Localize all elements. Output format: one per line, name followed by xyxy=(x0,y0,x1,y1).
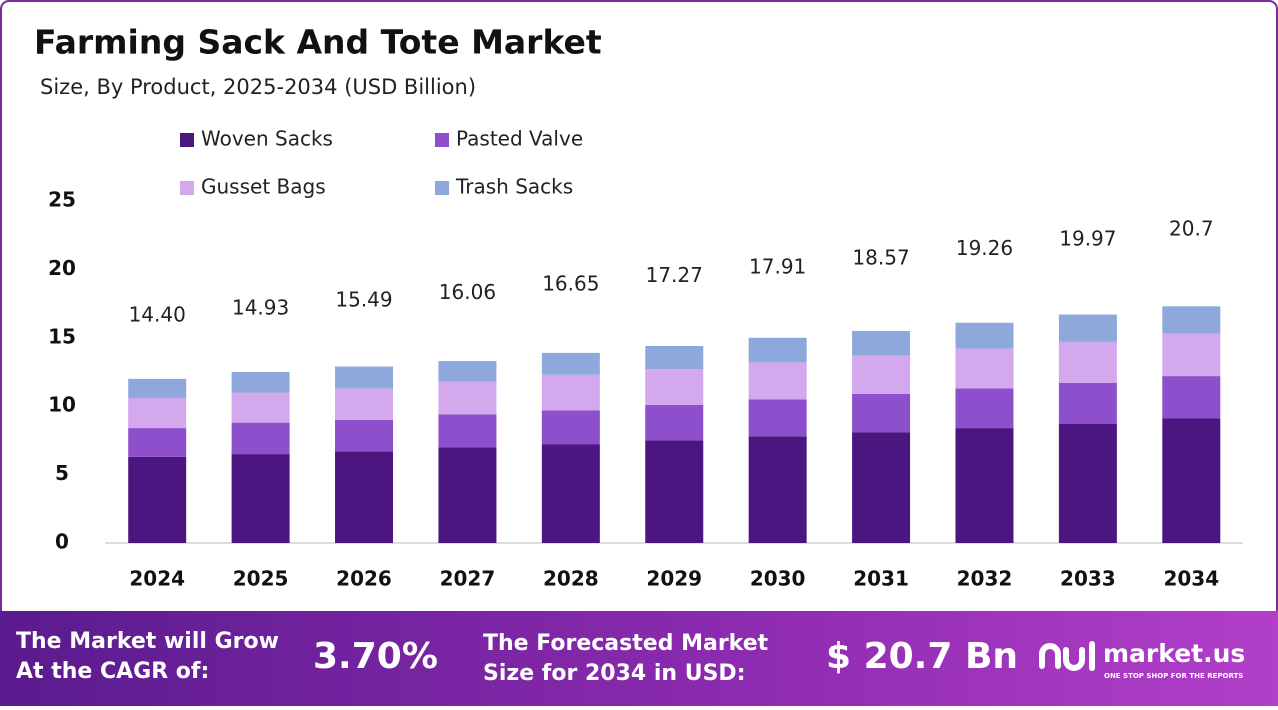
bar-segment xyxy=(852,432,911,543)
legend-label: Trash Sacks xyxy=(455,175,573,199)
total-label: 15.49 xyxy=(335,288,392,312)
bar-segment xyxy=(955,322,1014,349)
legend-swatch xyxy=(180,133,194,147)
x-tick-label: 2033 xyxy=(1060,567,1116,591)
total-label: 19.26 xyxy=(956,236,1013,260)
bar-segment xyxy=(1058,423,1117,543)
bar-segment xyxy=(335,451,394,543)
legend-label: Gusset Bags xyxy=(201,175,326,199)
x-tick-label: 2027 xyxy=(440,567,496,591)
total-label: 16.65 xyxy=(542,272,599,296)
x-tick-label: 2024 xyxy=(129,567,185,591)
y-tick-label: 15 xyxy=(48,324,76,348)
bar-segment xyxy=(541,352,600,375)
total-label: 19.97 xyxy=(1059,226,1116,250)
bar-segment xyxy=(541,410,600,445)
x-tick-label: 2034 xyxy=(1163,567,1219,591)
y-tick-label: 0 xyxy=(55,530,69,554)
bar-segment xyxy=(231,454,290,543)
bar-segment xyxy=(955,348,1014,389)
footer: The Market will Grow At the CAGR of: 3.7… xyxy=(0,611,1278,706)
bar-segment xyxy=(645,369,704,405)
x-tick-label: 2025 xyxy=(233,567,289,591)
bar-segment xyxy=(335,388,394,420)
x-tick-label: 2032 xyxy=(957,567,1013,591)
tagline: ONE STOP SHOP FOR THE REPORTS xyxy=(1104,672,1243,680)
legend-swatch xyxy=(435,181,449,195)
bar-segment xyxy=(955,388,1014,429)
bar-segment xyxy=(128,428,187,457)
bar-segment xyxy=(1058,382,1117,424)
bar-segment xyxy=(438,381,497,415)
bar-segment xyxy=(748,362,807,400)
x-tick-label: 2028 xyxy=(543,567,599,591)
bar-segment xyxy=(748,337,807,363)
bar-segment xyxy=(748,399,807,437)
legend-label: Woven Sacks xyxy=(201,127,333,151)
bar-segment xyxy=(438,361,497,382)
forecast-text: Size for 2034 in USD: xyxy=(483,661,746,686)
total-label: 16.06 xyxy=(439,280,496,304)
total-label: 14.40 xyxy=(129,303,186,327)
bar-segment xyxy=(128,397,187,429)
x-tick-label: 2026 xyxy=(336,567,392,591)
legend-label: Pasted Valve xyxy=(456,127,583,151)
bar-segment xyxy=(1162,333,1221,377)
bar-segment xyxy=(645,404,704,441)
bar-segment xyxy=(645,440,704,543)
total-label: 14.93 xyxy=(232,295,289,319)
x-tick-label: 2029 xyxy=(646,567,702,591)
cagr-text: The Market will Grow xyxy=(16,629,279,654)
legend-swatch xyxy=(180,181,194,195)
bar-segment xyxy=(128,456,187,543)
bar-segment xyxy=(1058,341,1117,383)
bar-segment xyxy=(128,378,187,398)
bar-segment xyxy=(231,372,290,393)
bar-segment xyxy=(335,419,394,452)
bar-segment xyxy=(955,428,1014,543)
forecast-value: $ 20.7 Bn xyxy=(826,636,1018,677)
brand: market.us xyxy=(1103,639,1245,668)
y-tick-label: 10 xyxy=(48,393,76,417)
bar-segment xyxy=(438,447,497,543)
total-label: 17.27 xyxy=(646,263,703,287)
total-label: 20.7 xyxy=(1169,216,1214,240)
bar-segment xyxy=(438,414,497,448)
y-tick-label: 20 xyxy=(48,256,76,280)
x-tick-label: 2030 xyxy=(750,567,806,591)
chart-subtitle: Size, By Product, 2025-2034 (USD Billion… xyxy=(40,75,476,99)
bar-segment xyxy=(1162,376,1221,419)
y-tick-label: 5 xyxy=(55,461,69,485)
bar-segment xyxy=(541,374,600,411)
bar-segment xyxy=(748,436,807,543)
total-label: 18.57 xyxy=(852,245,909,269)
bar-segment xyxy=(645,346,704,370)
bar-segment xyxy=(852,330,911,356)
bar-segment xyxy=(1058,314,1117,342)
y-tick-label: 25 xyxy=(48,188,76,212)
chart-title: Farming Sack And Tote Market xyxy=(34,23,602,62)
x-tick-label: 2031 xyxy=(853,567,909,591)
cagr-value: 3.70% xyxy=(313,636,438,677)
bar-segment xyxy=(852,355,911,394)
bar-segment xyxy=(541,444,600,543)
legend-swatch xyxy=(435,133,449,147)
bar-segment xyxy=(1162,306,1221,334)
bar-segment xyxy=(231,392,290,423)
forecast-text: The Forecasted Market xyxy=(483,631,769,656)
cagr-text: At the CAGR of: xyxy=(16,659,209,684)
bar-segment xyxy=(1162,418,1221,543)
bar-segment xyxy=(335,366,394,389)
bar-segment xyxy=(231,422,290,455)
bar-segment xyxy=(852,393,911,433)
total-label: 17.91 xyxy=(749,254,806,278)
logo-icon xyxy=(1039,641,1095,671)
